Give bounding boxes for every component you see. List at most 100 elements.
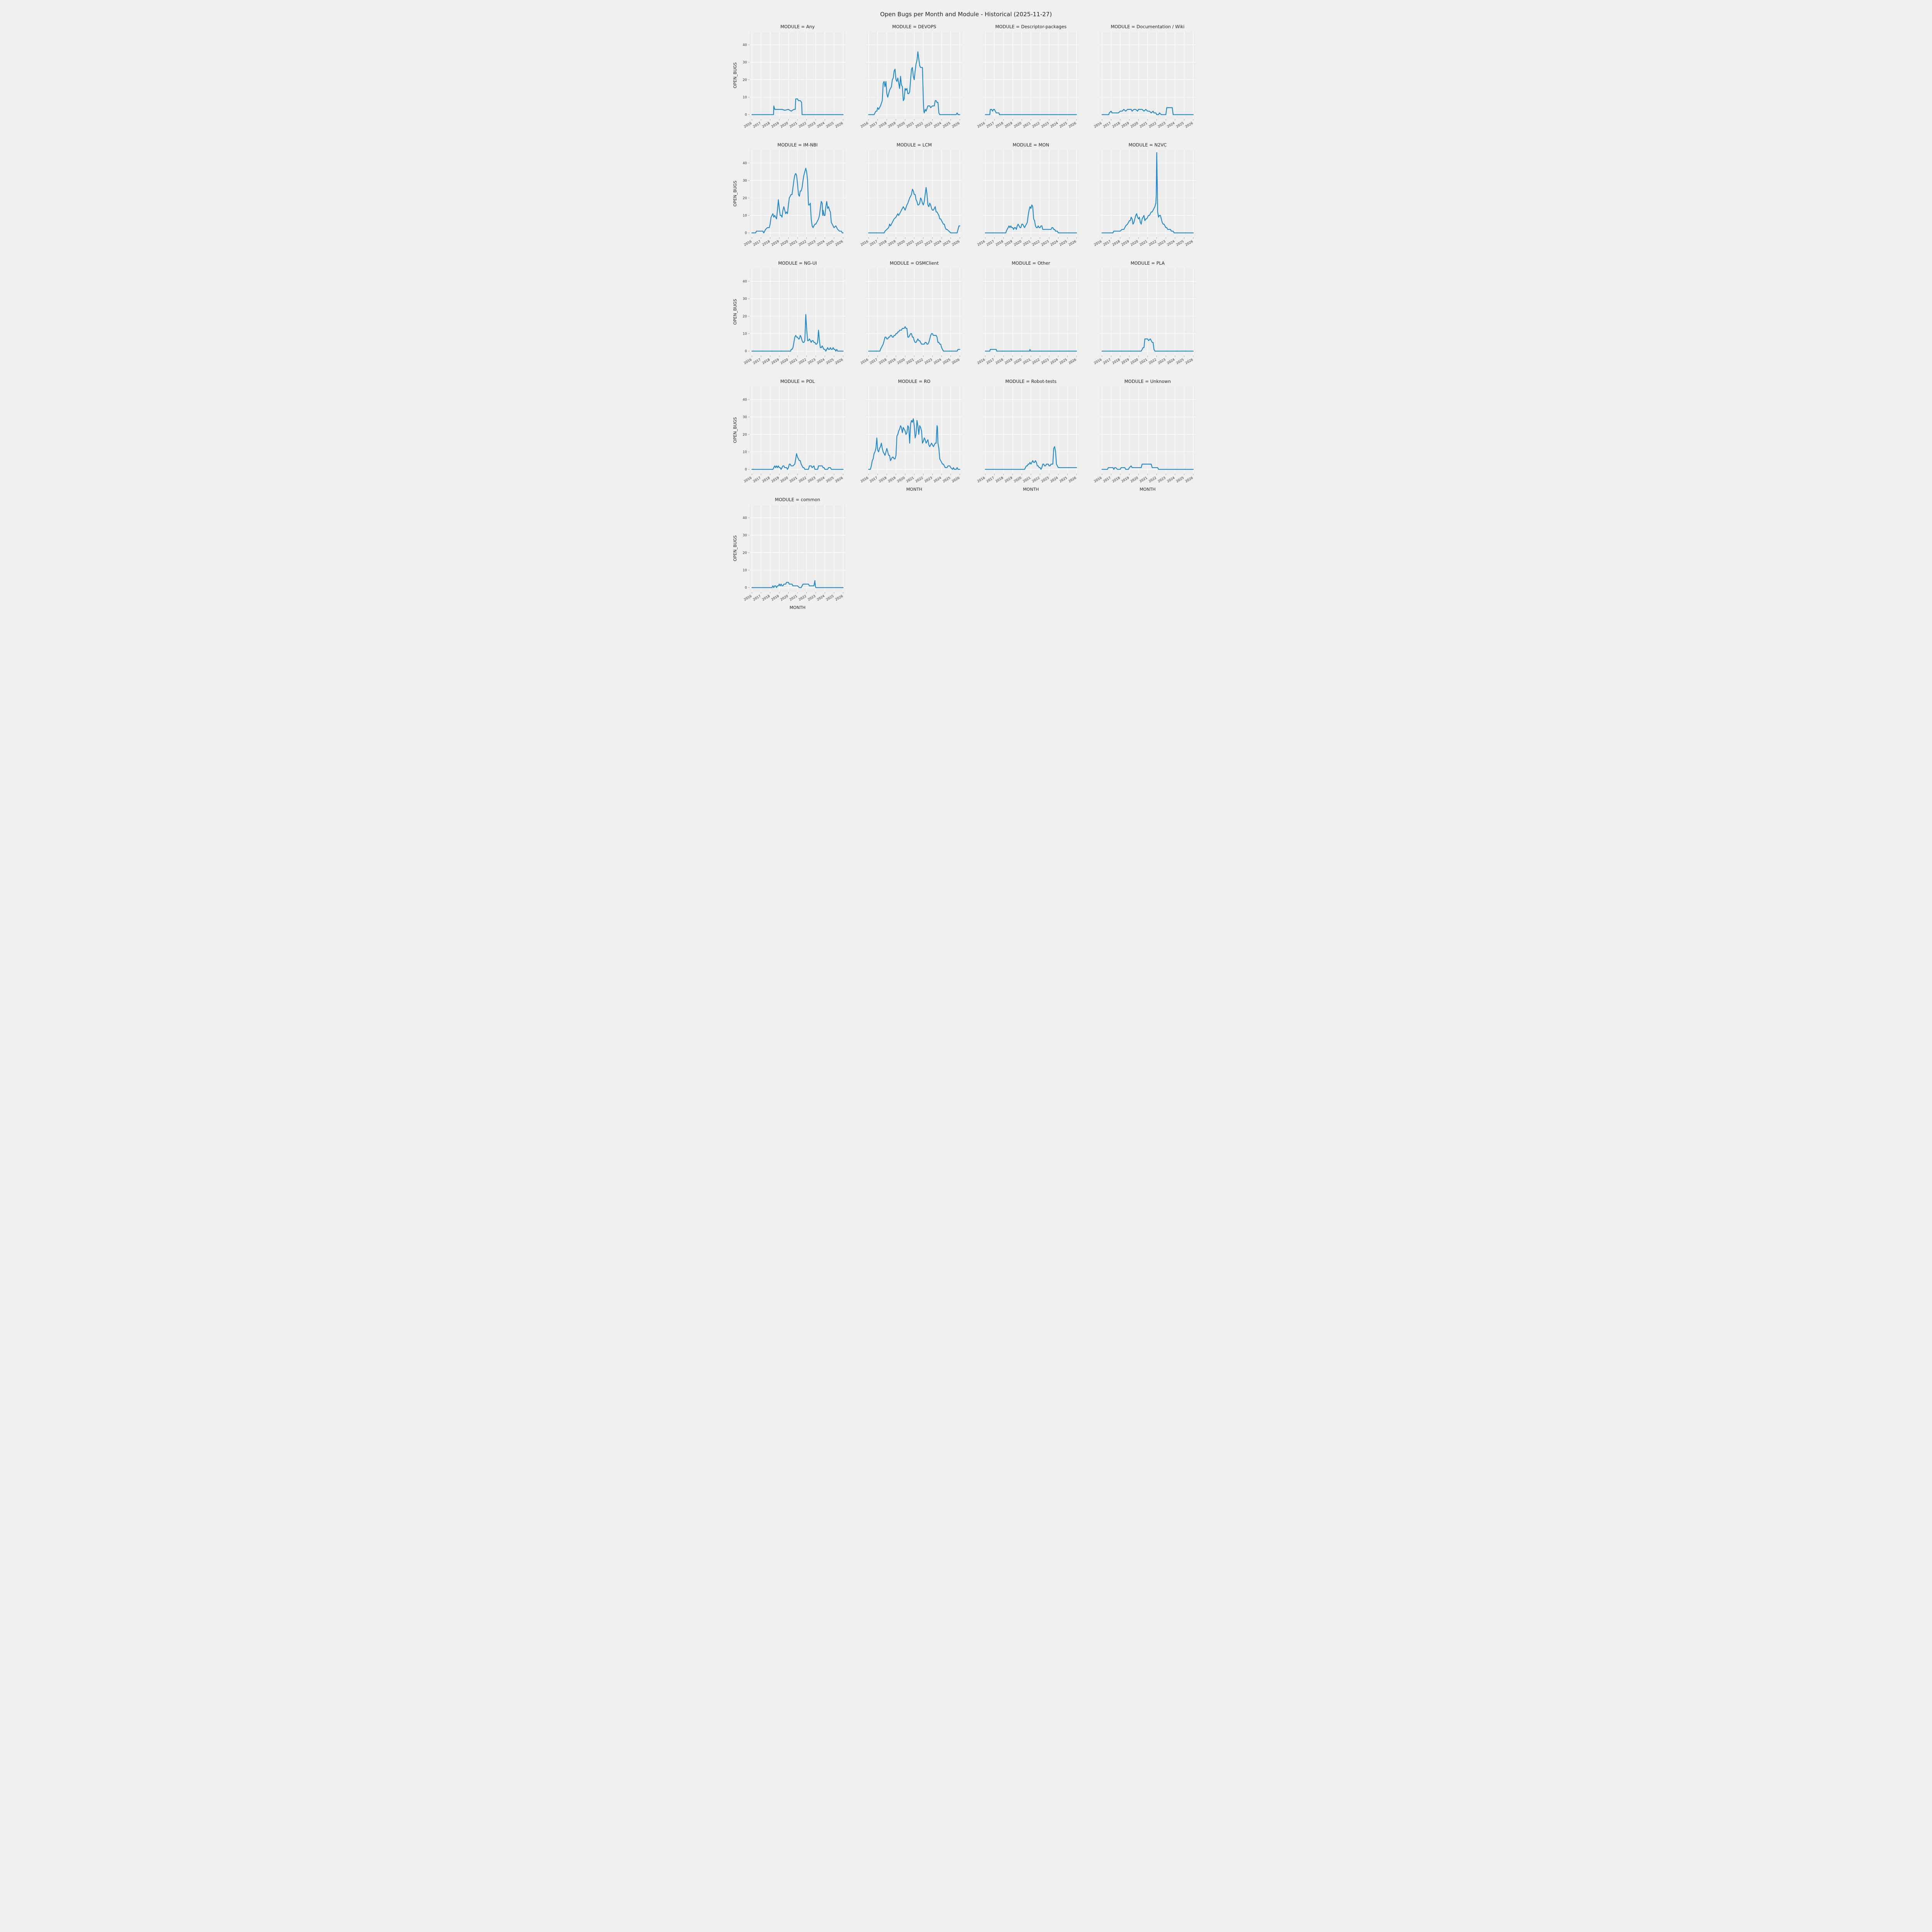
x-tick-label: 2016 bbox=[743, 240, 753, 247]
x-tick-label: 2023 bbox=[1041, 240, 1050, 247]
x-tick-label: 2025 bbox=[1059, 476, 1068, 483]
facet-plot-other: 2016 2017 2018 2019 2020 2021 2022 2023 2024 2025… bbox=[977, 260, 1079, 365]
x-tick-label: 2016 bbox=[860, 358, 869, 365]
x-tick-label: 2024 bbox=[816, 358, 826, 365]
x-tick-label: 2019 bbox=[888, 240, 897, 247]
x-tick-label: 2021 bbox=[789, 121, 798, 129]
y-tick-label: 30 bbox=[743, 179, 747, 183]
x-tick-label: 2023 bbox=[1157, 358, 1167, 365]
facet-plot-devops: 2016 2017 2018 2019 2020 2021 2022 2023 2024 2025… bbox=[860, 24, 962, 129]
x-tick-label: 2017 bbox=[869, 358, 878, 365]
y-tick-label: 40 bbox=[743, 398, 747, 402]
x-tick-label: 2016 bbox=[743, 121, 753, 129]
y-tick-label: 0 bbox=[745, 586, 747, 590]
x-tick-label: 2017 bbox=[986, 240, 995, 247]
x-tick-label: 2022 bbox=[1031, 240, 1041, 247]
x-tick-label: 2022 bbox=[915, 240, 924, 247]
x-tick-label: 2022 bbox=[915, 358, 924, 365]
facet-title: MODULE = OSMClient bbox=[890, 260, 939, 266]
x-tick-label: 2018 bbox=[878, 240, 888, 247]
facet-title: MODULE = common bbox=[775, 497, 820, 502]
series-line-im-nbi bbox=[751, 168, 844, 233]
x-tick-label: 2018 bbox=[762, 240, 771, 247]
x-tick-label: 2018 bbox=[995, 121, 1004, 129]
x-tick-label: 2024 bbox=[1167, 476, 1176, 483]
x-tick-label: 2020 bbox=[1130, 358, 1139, 365]
facet-plot-osmclient: 2016 2017 2018 2019 2020 2021 2022 2023 2024 2025… bbox=[860, 260, 962, 365]
x-tick-label: 2017 bbox=[752, 594, 762, 602]
facet-devops: 2016 2017 2018 2019 2020 2021 2022 2023 2024 2025… bbox=[849, 22, 966, 138]
facet-lcm: 2016 2017 2018 2019 2020 2021 2022 2023 2024 2025… bbox=[849, 140, 966, 257]
x-tick-label: 2017 bbox=[1102, 476, 1112, 483]
facet-title: MODULE = PLA bbox=[1131, 260, 1165, 266]
x-tick-label: 2023 bbox=[807, 594, 816, 602]
facet-title: MODULE = RO bbox=[898, 379, 930, 384]
x-tick-label: 2025 bbox=[825, 240, 835, 247]
facet-robot-tests: 2016 2017 2018 2019 2020 2021 2022 2023 2024 2025… bbox=[966, 376, 1083, 493]
x-tick-label: 2017 bbox=[1102, 358, 1112, 365]
series-line-descriptor-packages bbox=[985, 109, 1077, 115]
x-tick-label: 2020 bbox=[896, 476, 906, 483]
x-tick-label: 2020 bbox=[896, 358, 906, 365]
x-tick-label: 2021 bbox=[789, 476, 798, 483]
x-tick-label: 2025 bbox=[1059, 121, 1068, 129]
x-tick-label: 2026 bbox=[1185, 121, 1194, 129]
x-tick-label: 2019 bbox=[771, 594, 780, 602]
x-tick-label: 2021 bbox=[906, 358, 915, 365]
x-tick-label: 2026 bbox=[1185, 240, 1194, 247]
x-tick-label: 2026 bbox=[951, 121, 961, 129]
x-tick-label: 2022 bbox=[798, 476, 807, 483]
y-tick-label: 30 bbox=[743, 297, 747, 301]
x-tick-label: 2020 bbox=[1130, 240, 1139, 247]
x-tick-label: 2019 bbox=[771, 358, 780, 365]
x-tick-label: 2018 bbox=[762, 121, 771, 129]
series-line-devops bbox=[868, 51, 961, 115]
x-tick-label: 2019 bbox=[888, 358, 897, 365]
x-tick-label: 2026 bbox=[835, 121, 844, 129]
x-tick-label: 2020 bbox=[780, 358, 789, 365]
x-tick-label: 2020 bbox=[1130, 121, 1139, 129]
x-tick-label: 2024 bbox=[933, 476, 942, 483]
x-tick-label: 2020 bbox=[780, 240, 789, 247]
x-tick-label: 2016 bbox=[1094, 121, 1103, 129]
x-tick-label: 2016 bbox=[977, 358, 986, 365]
x-tick-label: 2023 bbox=[1157, 240, 1167, 247]
x-tick-label: 2017 bbox=[752, 476, 762, 483]
facet-plot-mon: 2016 2017 2018 2019 2020 2021 2022 2023 2024 2025… bbox=[977, 142, 1079, 247]
series-line-lcm bbox=[868, 187, 961, 233]
facet-plot-ng-ui: 2016 2017 2018 2019 2020 2021 2022 2023 2024 2025… bbox=[733, 260, 845, 365]
x-tick-label: 2018 bbox=[1112, 358, 1121, 365]
facet-title: MODULE = Descriptor-packages bbox=[995, 24, 1067, 29]
x-tick-label: 2019 bbox=[771, 240, 780, 247]
x-tick-label: 2016 bbox=[743, 476, 753, 483]
y-axis-label: OPEN_BUGS bbox=[733, 180, 738, 206]
x-tick-label: 2020 bbox=[1013, 121, 1022, 129]
y-tick-label: 20 bbox=[743, 78, 747, 82]
x-tick-label: 2023 bbox=[807, 240, 816, 247]
facet-documentation-wiki: 2016 2017 2018 2019 2020 2021 2022 2023 2024 2025… bbox=[1083, 22, 1199, 138]
series-line-ro bbox=[868, 418, 961, 470]
x-tick-label: 2016 bbox=[743, 358, 753, 365]
x-tick-label: 2019 bbox=[1121, 358, 1130, 365]
x-tick-label: 2023 bbox=[924, 240, 933, 247]
x-tick-label: 2024 bbox=[1167, 358, 1176, 365]
facet-plot-any: 2016 2017 2018 2019 2020 2021 2022 2023 2024 2025… bbox=[733, 24, 845, 129]
facet-plot-im-nbi: 2016 2017 2018 2019 2020 2021 2022 2023 2024 2025… bbox=[733, 142, 845, 247]
facet-pla: 2016 2017 2018 2019 2020 2021 2022 2023 2024 2025… bbox=[1083, 258, 1199, 375]
x-tick-label: 2026 bbox=[1068, 476, 1077, 483]
x-tick-label: 2018 bbox=[995, 476, 1004, 483]
y-tick-label: 0 bbox=[745, 350, 747, 354]
series-line-n2vc bbox=[1101, 152, 1194, 233]
x-tick-label: 2022 bbox=[798, 594, 807, 602]
x-tick-label: 2019 bbox=[1121, 476, 1130, 483]
x-tick-label: 2018 bbox=[762, 594, 771, 602]
x-tick-label: 2018 bbox=[1112, 476, 1121, 483]
x-tick-label: 2017 bbox=[986, 358, 995, 365]
x-tick-label: 2016 bbox=[977, 240, 986, 247]
x-tick-label: 2024 bbox=[933, 240, 942, 247]
x-tick-label: 2021 bbox=[1139, 358, 1148, 365]
series-line-osmclient bbox=[868, 326, 961, 352]
facet-title: MODULE = POL bbox=[780, 379, 815, 384]
facet-title: MODULE = Unknown bbox=[1124, 379, 1171, 384]
x-tick-label: 2017 bbox=[869, 240, 878, 247]
